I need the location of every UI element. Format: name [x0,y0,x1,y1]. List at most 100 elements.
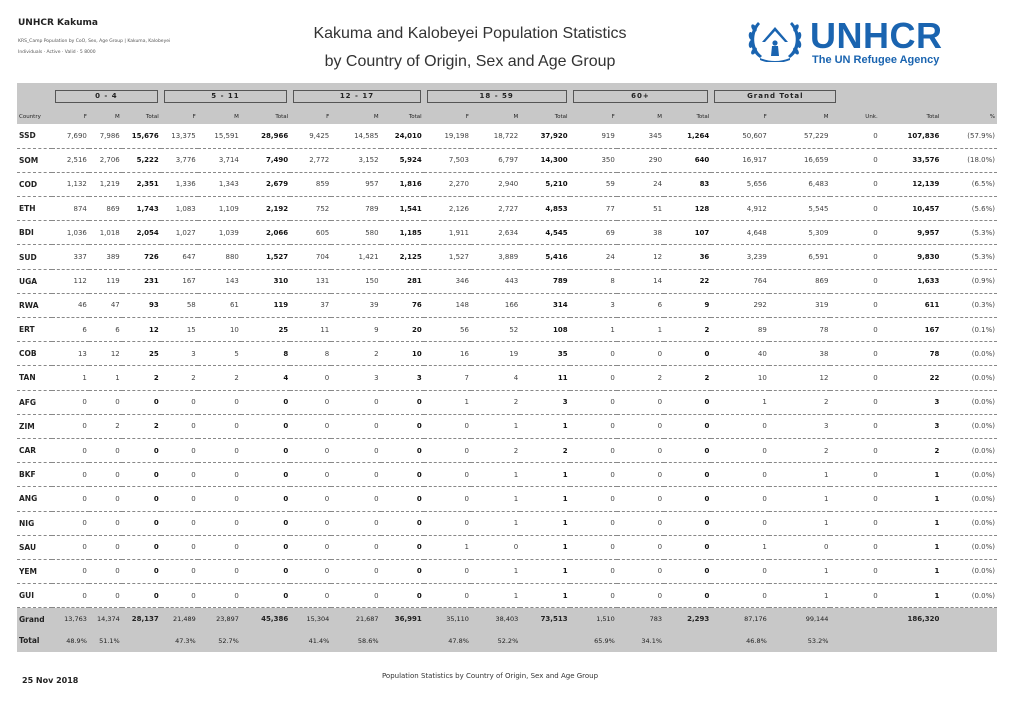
column-header: Unk. [865,113,878,120]
table-cell: 6,797 [470,148,521,173]
table-cell: 77 [569,196,617,222]
table-cell: 752 [290,196,332,222]
table-row: ANG 0 0 0 0 0 0 0 0 0 0 1 1 0 0 0 0 1 0 1 (0.0%) [17,486,997,512]
table-cell: 0 [664,341,712,367]
table-cell: 0 [121,390,161,415]
table-cell: 5,656 [711,172,769,198]
table-cell: 1,421 [331,244,381,270]
table-cell: 0 [569,390,617,415]
table-cell: 0 [88,486,122,512]
column-header: Total [696,113,710,120]
table-cell: 0 [830,148,880,173]
table-cell: 5,545 [768,196,831,222]
table-cell: 7,986 [88,124,122,149]
grand-total-percent-cell: 34.1% [616,629,665,652]
table-cell: 2,772 [290,148,332,173]
table-cell: 704 [290,244,332,270]
table-cell: 0 [121,583,161,609]
table-cell: (0.0%) [941,559,997,585]
table-cell: 1,743 [121,196,161,222]
table-cell: (0.0%) [941,414,997,439]
table-cell: 0 [380,390,424,415]
table-cell: 3,889 [470,244,521,270]
table-cell: 3 [768,414,831,439]
population-table: 0 - 4 5 - 11 12 - 17 18 - 59 60+ Grand T… [17,83,997,652]
grand-total-cell [941,607,997,630]
table-cell: 1 [879,583,942,609]
table-cell: 0 [711,462,769,488]
table-cell: 148 [423,293,471,319]
table-cell: 0 [423,486,471,512]
table-cell: 2 [470,390,521,415]
table-cell: 0 [569,583,617,609]
table-cell: 0 [830,583,880,609]
table-cell: 19 [470,341,521,367]
table-cell: 107 [664,220,712,246]
table-cell: 37,920 [520,124,570,149]
grand-total-cell: 28,137 [121,607,161,630]
table-cell: 167 [160,269,198,294]
table-row: CAR 0 0 0 0 0 0 0 0 0 0 2 2 0 0 0 0 2 0 2 (0.0%) [17,438,997,464]
table-cell: (5.6%) [941,196,997,222]
table-cell: 13 [51,341,89,367]
table-cell: 0 [380,462,424,488]
table-cell: 0 [121,486,161,512]
table-cell: 1 [768,486,831,512]
table-cell: 1,027 [160,220,198,246]
grand-total-cell: 2,293 [664,607,712,630]
country-code-cell: AFG [17,390,52,415]
table-cell: 18,722 [470,124,521,149]
table-cell: 3 [879,414,942,439]
table-cell: 167 [879,317,942,343]
table-cell: 2,126 [423,196,471,222]
table-cell: 0 [331,438,381,464]
table-cell: 22 [664,269,712,294]
table-cell: 9,957 [879,220,942,246]
grand-total-cell: 1,510 [569,607,617,630]
table-cell: 58 [160,293,198,319]
table-cell: 0 [830,438,880,464]
report-name: KRS_Camp Population by CoO, Sex, Age Gro… [18,39,171,44]
table-cell: 1 [423,390,471,415]
table-cell: 57,229 [768,124,831,149]
table-row: SOM 2,516 2,706 5,222 3,776 3,714 7,490 2,772 3,… [17,148,997,173]
table-cell: 1,527 [240,244,291,270]
table-cell: 89 [711,317,769,343]
table-cell: 0 [569,511,617,536]
table-cell: 789 [331,196,381,222]
logo-tagline: The UN Refugee Agency [812,54,940,66]
table-cell: 0 [380,511,424,536]
table-cell: 2,706 [88,148,122,173]
table-cell: 319 [768,293,831,319]
grand-total-cell: 23,897 [197,607,241,630]
table-cell: 0 [830,269,880,294]
table-row: SUD 337 389 726 647 880 1,527 704 1,421 2,125 1,52… [17,244,997,270]
table-cell: 0 [160,438,198,464]
table-cell: 3,239 [711,244,769,270]
country-code-cell: RWA [17,293,52,319]
table-cell: 389 [88,244,122,270]
table-cell: 3,152 [331,148,381,173]
table-row: ERT 6 6 12 15 10 25 11 9 20 56 52 108 1 1 2 89 78 0 167 (0.1… [17,317,997,343]
table-cell: 0 [830,341,880,367]
table-row: AFG 0 0 0 0 0 0 0 0 0 1 2 3 0 0 0 1 2 0 3 (0.0%) [17,390,997,415]
table-row: ETH 874 869 1,743 1,083 1,109 2,192 752 789 1,541… [17,196,997,222]
table-cell: 59 [569,172,617,198]
table-cell: 859 [290,172,332,198]
table-cell: 0 [51,583,89,609]
table-cell: 6,483 [768,172,831,198]
table-cell: (0.0%) [941,583,997,609]
table-cell: 2 [88,414,122,439]
table-cell: 2 [768,438,831,464]
table-cell: 2 [470,438,521,464]
table-cell: 2,054 [121,220,161,246]
table-cell: 24 [569,244,617,270]
table-cell: 0 [830,559,880,585]
table-cell: 0 [664,462,712,488]
table-cell: 1 [470,414,521,439]
grand-total-percent-cell: 51.1% [88,629,122,652]
table-cell: 0 [830,462,880,488]
table-cell: 107,836 [879,124,942,149]
table-cell: 0 [711,486,769,512]
table-cell: 5,309 [768,220,831,246]
